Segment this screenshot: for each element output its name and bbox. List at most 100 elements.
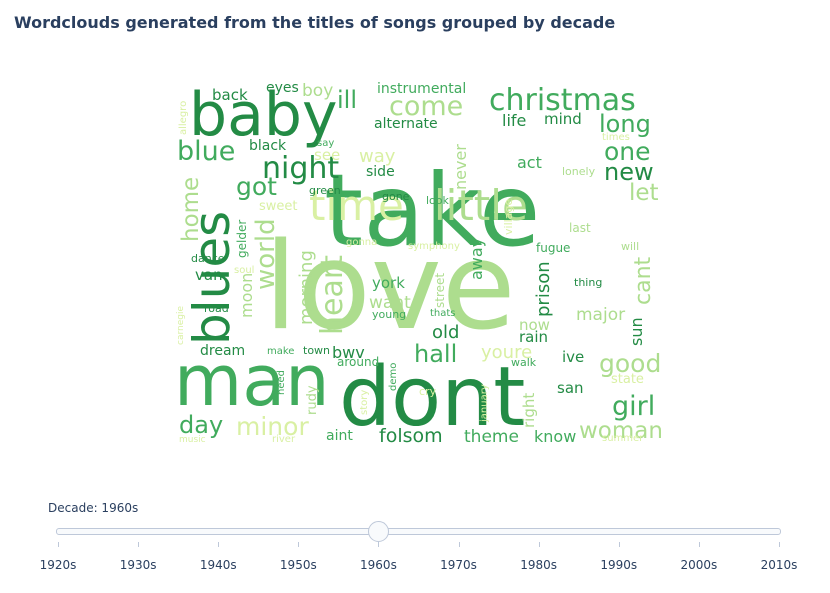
word-gelder: gelder (235, 220, 249, 258)
word-good: good (599, 349, 661, 378)
word-back: back (212, 86, 248, 104)
word-rudy: rudy (305, 385, 320, 415)
word-demo: demo (388, 363, 399, 391)
slider-step-label-1920s[interactable]: 1920s (39, 558, 77, 572)
page-title: Wordclouds generated from the titles of … (14, 13, 616, 32)
word-young: young (372, 308, 406, 321)
word-morning: morning (296, 250, 317, 325)
wordcloud-image: love take dont man baby time little blues christ… (174, 80, 677, 445)
slider-tick (618, 542, 620, 547)
word-january: january (479, 384, 490, 423)
word-prison: prison (533, 261, 554, 317)
word-away: away (467, 238, 486, 280)
slider-step-label-1930s[interactable]: 1930s (119, 558, 157, 572)
word-now: now (519, 316, 550, 334)
word-come: come (389, 91, 463, 122)
word-dont: dont (339, 350, 525, 445)
decade-slider-handle[interactable] (368, 521, 390, 542)
word-around: around (337, 355, 379, 369)
word-make: make (267, 346, 294, 357)
slider-tick (58, 542, 59, 547)
word-allegro: allegro (178, 101, 189, 135)
word-symphony: symphony (408, 241, 460, 252)
word-world: world (251, 218, 281, 290)
word-old: old (432, 322, 459, 343)
word-got: got (236, 172, 277, 201)
word-van: van (195, 266, 223, 284)
word-alternate: alternate (374, 116, 438, 132)
word-street: street (433, 273, 447, 308)
word-see: see (314, 146, 340, 164)
slider-step-label-1950s[interactable]: 1950s (279, 558, 317, 572)
word-man: man (174, 340, 329, 422)
word-gonna: gonna (346, 237, 377, 248)
word-dream: dream (200, 343, 245, 359)
word-need: need (276, 370, 287, 395)
word-theme: theme (464, 427, 519, 445)
word-thats: thats (430, 308, 456, 319)
word-san: san (557, 379, 584, 397)
word-side: side (366, 164, 395, 180)
slider-step-label-2000s[interactable]: 2000s (680, 558, 718, 572)
word-carnegie: carnegie (176, 306, 186, 345)
word-ive: ive (562, 348, 584, 366)
word-let: let (629, 180, 659, 206)
word-girl: girl (612, 391, 655, 422)
word-want: want (369, 293, 411, 313)
slider-step-label-1970s[interactable]: 1970s (440, 558, 477, 572)
word-soul: soul (234, 265, 254, 276)
word-way: way (359, 146, 396, 167)
word-times: times (602, 132, 630, 143)
word-new: new (604, 158, 654, 186)
word-time: time (309, 181, 404, 230)
word-york: york (372, 274, 405, 292)
word-blue: blue (177, 136, 235, 167)
word-ill: ill (337, 86, 357, 114)
slider-step-label-2010s[interactable]: 2010s (760, 558, 798, 572)
word-mind: mind (544, 110, 582, 128)
slider-tick (779, 542, 780, 547)
word-love: love (264, 218, 516, 357)
word-last: last (569, 221, 591, 235)
word-heart: heart (315, 255, 350, 335)
word-green: green (309, 184, 341, 197)
slider-tick (458, 542, 460, 547)
slider-step-label-1960s[interactable]: 1960s (360, 558, 397, 572)
word-story: story (359, 390, 370, 415)
slider-tick (138, 542, 140, 547)
word-town: town (303, 344, 330, 357)
word-day: day (179, 411, 223, 439)
word-walk: walk (511, 356, 537, 369)
word-lonely: lonely (562, 165, 596, 178)
word-youre: youre (481, 342, 532, 363)
word-say: say (317, 138, 334, 149)
word-moon: moon (237, 273, 256, 318)
word-never: never (451, 144, 470, 190)
word-cant: cant (631, 256, 656, 305)
word-home: home (178, 177, 204, 242)
word-black: black (249, 138, 287, 154)
slider-step-label-1990s[interactable]: 1990s (600, 558, 638, 572)
word-river: river (272, 434, 296, 445)
slider-tick (298, 542, 300, 547)
slider-tick (218, 542, 220, 547)
word-hall: hall (414, 340, 457, 368)
word-major: major (576, 305, 625, 325)
word-take: take (324, 152, 540, 269)
word-will: will (621, 240, 639, 253)
word-blues: blues (183, 211, 241, 345)
word-know: know (534, 427, 576, 445)
word-road: road (204, 302, 229, 315)
word-sweet: sweet (259, 199, 298, 214)
word-village: village (502, 199, 515, 235)
word-act: act (517, 153, 542, 172)
word-fugue: fugue (536, 241, 570, 255)
word-look: look (426, 194, 450, 207)
word-thing: thing (574, 276, 602, 289)
word-instrumental: instrumental (377, 81, 466, 97)
slider-step-label-1940s[interactable]: 1940s (199, 558, 237, 572)
word-cry: cry (419, 385, 437, 398)
decade-slider-track[interactable] (56, 528, 781, 535)
word-long: long (599, 110, 651, 138)
slider-step-label-1980s[interactable]: 1980s (520, 558, 558, 572)
